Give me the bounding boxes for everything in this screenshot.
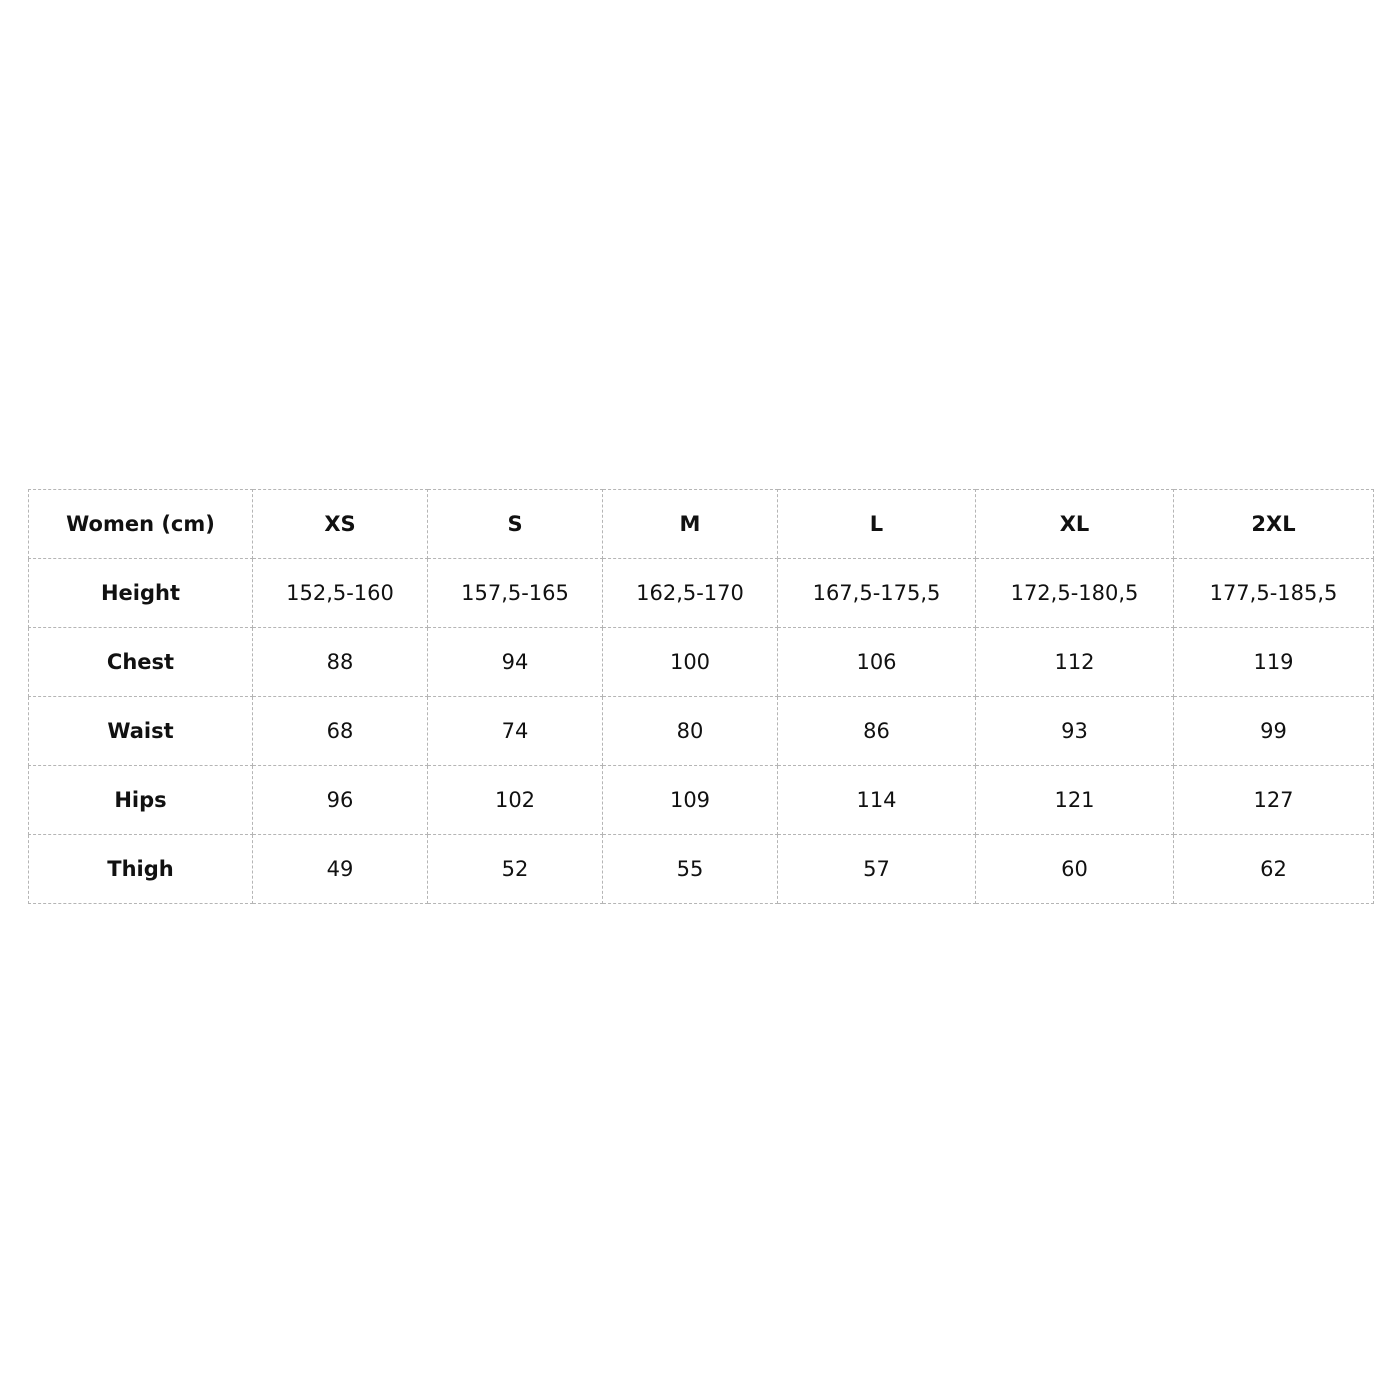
value-cell: 119 [1173, 627, 1374, 697]
value-cell: 93 [975, 696, 1174, 766]
header-label-cell: Women (cm) [28, 489, 253, 559]
value-cell: 114 [777, 765, 976, 835]
value-cell: 177,5-185,5 [1173, 558, 1374, 628]
value-cell: 52 [427, 834, 603, 904]
row-label-cell: Hips [28, 765, 253, 835]
value-cell: 167,5-175,5 [777, 558, 976, 628]
table-row: Thigh 49 52 55 57 60 62 [28, 834, 1374, 904]
value-cell: 100 [602, 627, 778, 697]
value-cell: 94 [427, 627, 603, 697]
size-header-cell: M [602, 489, 778, 559]
value-cell: 172,5-180,5 [975, 558, 1174, 628]
value-cell: 157,5-165 [427, 558, 603, 628]
value-cell: 112 [975, 627, 1174, 697]
table-row: Waist 68 74 80 86 93 99 [28, 696, 1374, 766]
size-header-cell: S [427, 489, 603, 559]
value-cell: 102 [427, 765, 603, 835]
row-label-cell: Thigh [28, 834, 253, 904]
value-cell: 57 [777, 834, 976, 904]
value-cell: 86 [777, 696, 976, 766]
value-cell: 74 [427, 696, 603, 766]
table-row: Height 152,5-160 157,5-165 162,5-170 167,5-1… [28, 558, 1374, 628]
row-label-cell: Height [28, 558, 253, 628]
size-chart-table: Women (cm) XS S M L XL 2XL Height 152,5-160 157,5… [28, 489, 1374, 904]
value-cell: 152,5-160 [252, 558, 428, 628]
value-cell: 60 [975, 834, 1174, 904]
size-header-cell: XL [975, 489, 1174, 559]
value-cell: 55 [602, 834, 778, 904]
value-cell: 162,5-170 [602, 558, 778, 628]
size-header-cell: 2XL [1173, 489, 1374, 559]
value-cell: 127 [1173, 765, 1374, 835]
table-row: Chest 88 94 100 106 112 119 [28, 627, 1374, 697]
value-cell: 62 [1173, 834, 1374, 904]
size-header-cell: L [777, 489, 976, 559]
value-cell: 49 [252, 834, 428, 904]
size-header-cell: XS [252, 489, 428, 559]
value-cell: 109 [602, 765, 778, 835]
value-cell: 106 [777, 627, 976, 697]
value-cell: 80 [602, 696, 778, 766]
row-label-cell: Waist [28, 696, 253, 766]
row-label-cell: Chest [28, 627, 253, 697]
header-row: Women (cm) XS S M L XL 2XL [28, 489, 1374, 559]
value-cell: 121 [975, 765, 1174, 835]
table-row: Hips 96 102 109 114 121 127 [28, 765, 1374, 835]
value-cell: 88 [252, 627, 428, 697]
value-cell: 68 [252, 696, 428, 766]
value-cell: 96 [252, 765, 428, 835]
value-cell: 99 [1173, 696, 1374, 766]
